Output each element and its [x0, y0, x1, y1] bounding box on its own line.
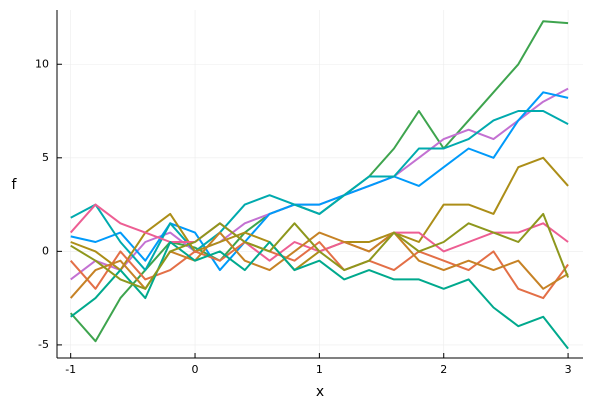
x-tick-label: 1: [316, 363, 323, 376]
y-tick-label: -5: [38, 338, 49, 351]
x-axis-label: x: [316, 384, 324, 400]
series-line: [70, 110, 569, 272]
x-tick-label: 2: [440, 363, 447, 376]
x-tick-label: -1: [65, 363, 76, 376]
y-axis-label: f: [12, 177, 18, 193]
series-line: [70, 212, 570, 290]
y-tick-label: 0: [42, 244, 49, 257]
series-line: [70, 241, 569, 350]
y-tick-label: 5: [42, 151, 49, 164]
x-tick-label: 3: [565, 363, 572, 376]
x-tick-label: 0: [192, 363, 199, 376]
series-line: [70, 91, 569, 272]
y-tick-label: 10: [35, 57, 49, 70]
